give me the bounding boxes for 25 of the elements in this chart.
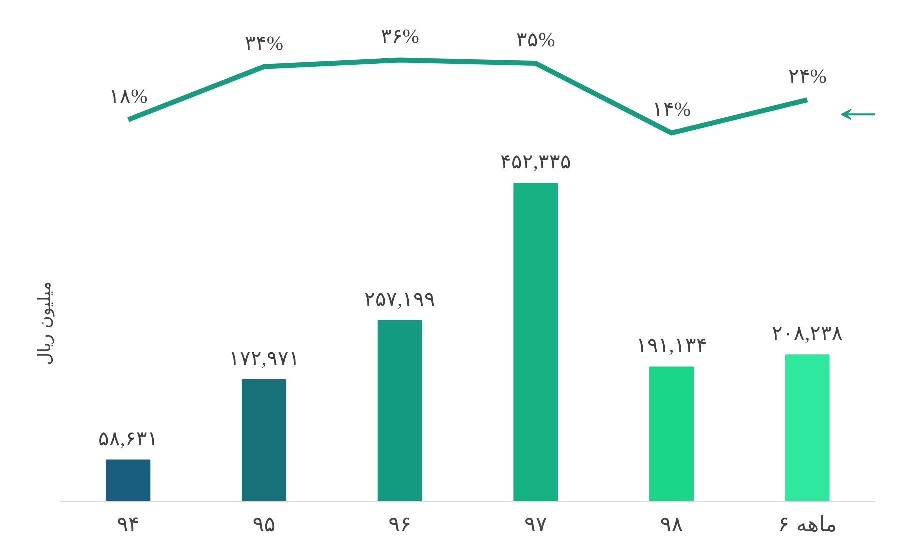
data-label: ۳۴% <box>244 32 284 55</box>
data-label: ۳۵% <box>516 30 556 52</box>
data-label: ۴۵۲,۳۳۵ <box>500 152 572 174</box>
x-tick-label: ۹۶ <box>388 512 412 538</box>
data-label: ۱۸% <box>109 86 148 108</box>
data-label: ۱۴% <box>652 99 692 122</box>
bar <box>650 366 694 502</box>
data-label: ۳۶% <box>380 26 420 48</box>
y-axis-title: میلیون ریال <box>36 282 56 366</box>
bar <box>106 460 151 502</box>
data-label: ۵۸,۶۳۱ <box>98 428 158 450</box>
data-label: ۲۰۸,۲۳۸ <box>772 323 844 346</box>
bar <box>514 183 558 502</box>
bar <box>785 354 830 502</box>
x-tick-label: ۹۸ <box>660 512 684 538</box>
data-label: ۱۷۲,۹۷۱ <box>228 348 300 370</box>
data-label: ۲۴% <box>788 66 827 88</box>
data-label: ۲۵۷,۱۹۹ <box>364 288 436 311</box>
data-label: ۱۹۱,۱۳۴ <box>636 335 708 358</box>
x-tick-label: ۹۴ <box>116 512 140 538</box>
x-tick-label: ۹۵ <box>252 512 276 538</box>
bar <box>242 379 286 502</box>
x-tick-label: ۹۷ <box>524 512 548 538</box>
bar <box>378 320 422 502</box>
x-tick-label: ۶ ماهه <box>778 512 838 538</box>
